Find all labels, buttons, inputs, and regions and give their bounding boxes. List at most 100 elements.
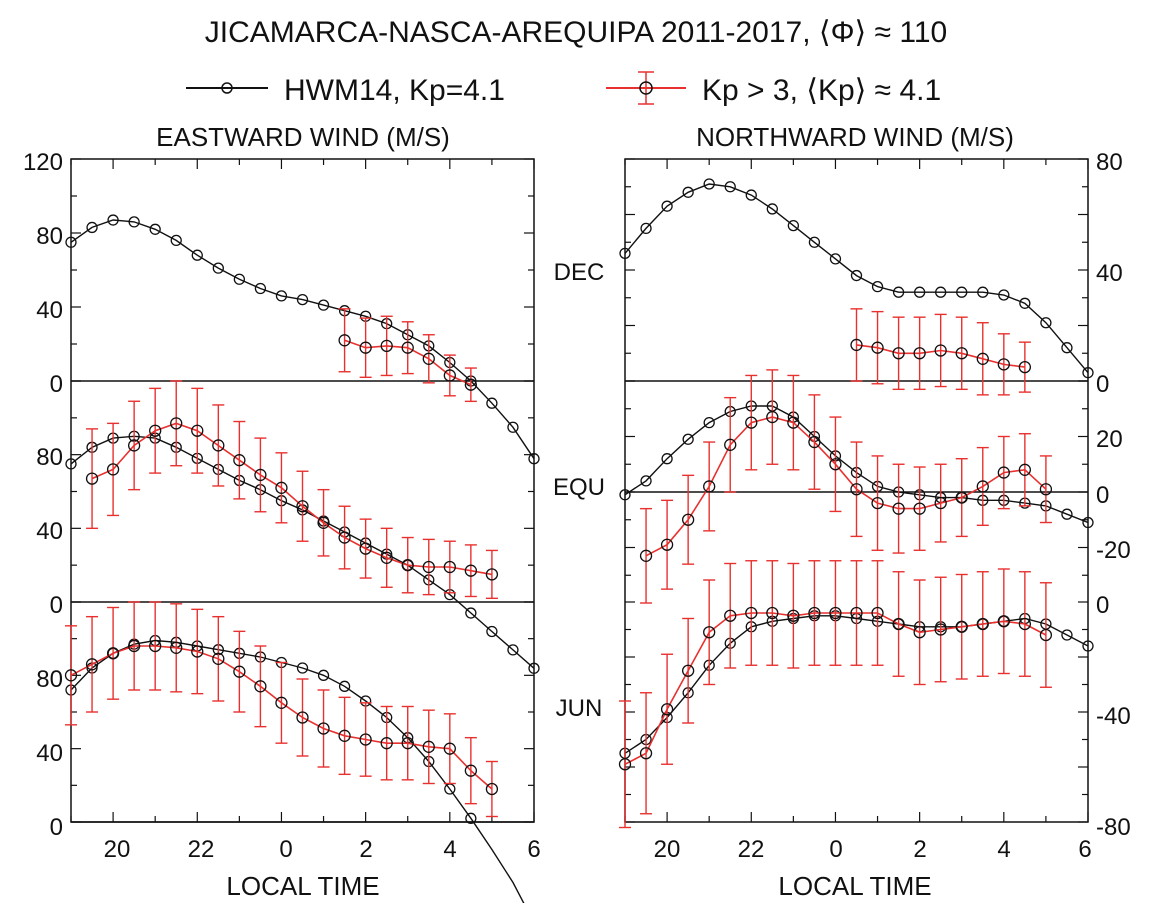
observed-point bbox=[338, 334, 351, 347]
north-panel-frame bbox=[624, 158, 1089, 823]
model-point bbox=[766, 203, 778, 215]
observed-point bbox=[296, 500, 309, 513]
observed-point bbox=[660, 703, 674, 716]
observed-point bbox=[233, 454, 246, 467]
observed-point bbox=[443, 369, 456, 382]
model-point bbox=[682, 186, 694, 198]
model-point bbox=[528, 453, 540, 465]
x-tick-label: 22 bbox=[738, 836, 765, 863]
model-point bbox=[1082, 516, 1094, 529]
observed-point bbox=[422, 560, 435, 574]
observed-point bbox=[955, 620, 968, 633]
observed-point bbox=[85, 658, 99, 671]
x-tick-label: 20 bbox=[104, 836, 131, 863]
north-tick-label: 0 bbox=[1096, 482, 1109, 509]
x-tick-label: 2 bbox=[913, 836, 926, 863]
x-tick-label: 2 bbox=[359, 836, 372, 863]
observed-point bbox=[1018, 360, 1032, 374]
model-point bbox=[528, 662, 540, 674]
model-point bbox=[850, 269, 863, 282]
observed-point bbox=[703, 480, 716, 493]
east-y-tick-labels: 120 80 40 0 80 40 0 80 40 0 bbox=[23, 149, 63, 841]
x-tick-label: 6 bbox=[1078, 836, 1091, 863]
observed-point bbox=[191, 424, 204, 437]
observed-point bbox=[149, 424, 162, 437]
north-tick-label: 0 bbox=[1096, 371, 1109, 398]
x-tick-label: 0 bbox=[829, 836, 842, 863]
observed-point bbox=[233, 665, 246, 678]
observed-point bbox=[618, 758, 632, 771]
figure-title: JICAMARCA-NASCA-AREQUIPA 2011-2017, ⟨Φ⟩ … bbox=[205, 16, 947, 49]
observed-point bbox=[254, 680, 267, 693]
observed-point bbox=[681, 664, 695, 677]
observed-point bbox=[464, 564, 478, 577]
observed-point bbox=[380, 551, 393, 564]
observed-point bbox=[317, 722, 330, 735]
observed-point bbox=[913, 626, 926, 639]
x-tick-label: 6 bbox=[527, 836, 540, 863]
observed-point bbox=[464, 764, 478, 777]
model-point bbox=[1061, 629, 1073, 641]
observed-point bbox=[829, 606, 842, 620]
model-point bbox=[935, 286, 947, 298]
observed-point bbox=[871, 606, 884, 620]
observed-point bbox=[703, 626, 716, 639]
model-point bbox=[1082, 640, 1094, 652]
observed-point bbox=[808, 606, 821, 620]
observed-point bbox=[724, 609, 737, 622]
model-point bbox=[507, 421, 519, 433]
observed-point bbox=[485, 782, 499, 796]
observed-point bbox=[359, 542, 372, 555]
observed-point bbox=[85, 472, 99, 485]
model-point bbox=[338, 680, 351, 692]
observed-point bbox=[338, 531, 351, 544]
observed-point bbox=[976, 480, 989, 493]
model-point bbox=[317, 669, 330, 681]
model-point bbox=[149, 223, 161, 235]
observed-point bbox=[724, 438, 737, 451]
east-tick-label: 40 bbox=[36, 297, 63, 324]
model-point bbox=[317, 299, 330, 311]
model-point bbox=[640, 475, 652, 487]
north-tick-label: 20 bbox=[1096, 426, 1123, 453]
observed-point bbox=[871, 496, 884, 510]
model-point bbox=[640, 222, 652, 235]
north-tick-label: 0 bbox=[1096, 592, 1109, 619]
model-point bbox=[661, 453, 673, 465]
observed-point bbox=[191, 645, 204, 658]
observed-point bbox=[443, 742, 456, 755]
observed-point bbox=[422, 740, 435, 753]
observed-point bbox=[955, 491, 968, 504]
model-point bbox=[465, 812, 477, 824]
east-tick-label: 80 bbox=[36, 666, 63, 693]
north-y-tick-labels: 80 40 0 20 0 -20 0 -40 -80 bbox=[1096, 149, 1131, 841]
observed-point bbox=[1039, 628, 1053, 642]
observed-point bbox=[660, 538, 674, 551]
observed-point bbox=[380, 339, 393, 353]
observed-point bbox=[997, 466, 1010, 479]
model-point bbox=[724, 181, 736, 193]
observed-point bbox=[170, 417, 183, 430]
observed-point bbox=[766, 410, 779, 424]
observed-line bbox=[344, 339, 472, 386]
model-point bbox=[913, 286, 926, 298]
model-point bbox=[1019, 297, 1031, 309]
model-point bbox=[871, 280, 884, 293]
model-point bbox=[486, 397, 498, 409]
observed-point bbox=[359, 733, 372, 746]
model-point bbox=[233, 273, 246, 285]
observed-point bbox=[639, 747, 653, 760]
model-point bbox=[998, 289, 1010, 301]
model-point bbox=[661, 200, 673, 212]
observed-point bbox=[64, 669, 78, 682]
observed-point bbox=[401, 341, 414, 354]
model-point bbox=[808, 236, 821, 248]
east-tick-label: 40 bbox=[36, 740, 63, 767]
model-point bbox=[465, 607, 477, 619]
model-point bbox=[829, 253, 842, 265]
observed-line bbox=[91, 422, 493, 576]
north-tick-label: -20 bbox=[1096, 537, 1131, 564]
observed-point bbox=[275, 696, 288, 709]
model-point bbox=[296, 662, 309, 674]
observed-point bbox=[787, 609, 800, 622]
